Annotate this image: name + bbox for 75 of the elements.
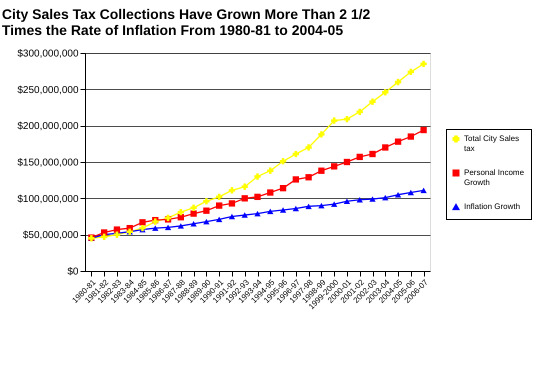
point bbox=[305, 144, 312, 151]
point bbox=[344, 116, 350, 122]
point bbox=[190, 221, 197, 227]
point bbox=[190, 204, 197, 211]
point bbox=[369, 150, 376, 158]
point bbox=[394, 192, 402, 198]
point bbox=[203, 218, 210, 224]
legend-label: Personal Income Growth bbox=[464, 168, 525, 187]
point bbox=[228, 200, 236, 207]
point bbox=[178, 214, 184, 220]
point bbox=[254, 194, 261, 200]
y-tick-label: $0 bbox=[67, 266, 79, 278]
point bbox=[331, 163, 338, 170]
point bbox=[420, 126, 427, 134]
point bbox=[318, 202, 325, 208]
point bbox=[305, 204, 312, 210]
y-tick-label: $100,000,000 bbox=[17, 194, 79, 205]
point bbox=[280, 158, 286, 164]
point bbox=[318, 168, 325, 174]
point bbox=[408, 190, 414, 196]
point bbox=[292, 150, 299, 158]
legend-label: Total City Sales tax bbox=[464, 134, 520, 153]
point bbox=[382, 89, 388, 96]
point bbox=[190, 210, 197, 217]
point bbox=[203, 198, 210, 204]
point bbox=[394, 138, 402, 145]
point bbox=[280, 185, 286, 192]
legend-label: Inflation Growth bbox=[464, 202, 520, 211]
point bbox=[369, 196, 376, 202]
point bbox=[331, 117, 338, 124]
point bbox=[101, 234, 108, 240]
point bbox=[280, 207, 286, 213]
point bbox=[331, 201, 338, 207]
point bbox=[408, 68, 414, 76]
point bbox=[420, 60, 427, 68]
point bbox=[382, 144, 388, 151]
point bbox=[292, 206, 299, 212]
y-tick-label: $250,000,000 bbox=[17, 84, 79, 96]
point bbox=[369, 98, 376, 105]
chart-title: City Sales Tax Collections Have Grown More Than 2 1/2 Times the Rate of Inflation From 1980-81 to 2004-05 bbox=[2, 6, 371, 38]
point bbox=[178, 223, 184, 229]
point bbox=[228, 187, 236, 194]
point bbox=[318, 131, 325, 138]
point bbox=[356, 154, 363, 160]
point bbox=[408, 133, 414, 140]
point bbox=[254, 173, 261, 180]
point bbox=[242, 184, 248, 190]
point bbox=[394, 78, 402, 86]
point bbox=[356, 108, 363, 116]
point bbox=[228, 214, 236, 220]
point bbox=[356, 197, 363, 203]
y-tick-label: $50,000,000 bbox=[22, 230, 79, 242]
point bbox=[216, 216, 222, 222]
point bbox=[203, 208, 210, 214]
point bbox=[305, 174, 312, 180]
point bbox=[344, 198, 350, 204]
point bbox=[242, 195, 248, 202]
point bbox=[152, 225, 158, 231]
point bbox=[382, 194, 388, 200]
point bbox=[267, 189, 274, 196]
point bbox=[420, 188, 427, 194]
point bbox=[139, 219, 146, 226]
y-tick-label: $300,000,000 bbox=[17, 48, 79, 60]
point bbox=[216, 202, 222, 209]
point bbox=[216, 194, 222, 200]
point bbox=[164, 224, 172, 230]
y-tick-label: $150,000,000 bbox=[17, 158, 79, 168]
point bbox=[178, 208, 184, 216]
y-tick-label: $200,000,000 bbox=[17, 121, 79, 132]
point bbox=[242, 212, 248, 218]
point bbox=[292, 176, 299, 183]
point bbox=[267, 208, 274, 214]
point bbox=[267, 168, 274, 174]
point bbox=[344, 158, 350, 166]
point bbox=[254, 210, 261, 216]
